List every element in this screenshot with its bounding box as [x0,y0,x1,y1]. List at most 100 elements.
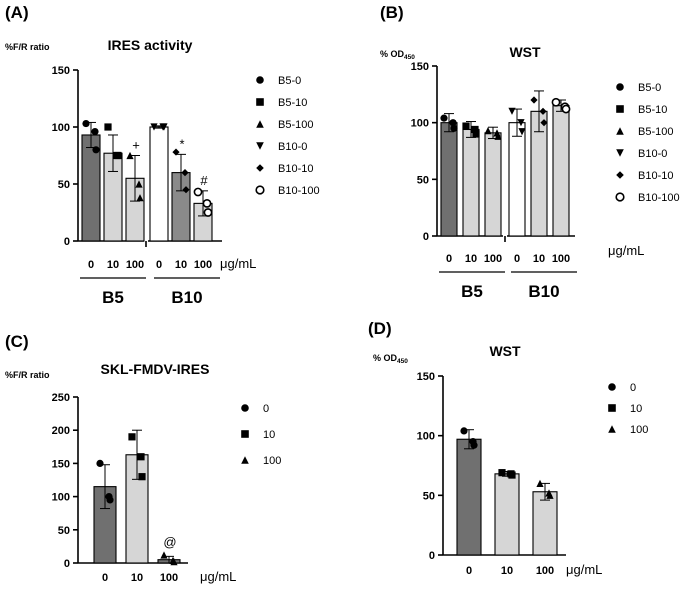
x-axis-unit: μg/mL [566,562,602,577]
y-tick-label: 250 [52,392,70,404]
data-point [150,123,158,131]
data-point [518,128,526,136]
data-point [551,97,561,107]
data-point [170,558,178,566]
legend-label: B5-10 [638,104,667,116]
group-label: B10 [171,288,202,307]
group-label: B5 [461,282,483,301]
bar [494,473,520,556]
x-tick-label: 100 [536,565,554,577]
legend-label: 10 [630,403,642,415]
data-point [450,124,458,132]
data-point [106,496,114,504]
y-tick-label: 0 [64,558,70,570]
x-tick-label: 10 [501,565,513,577]
data-point [104,123,112,131]
x-tick-label: 10 [175,259,187,271]
y-axis-label: %F/R ratio [5,42,50,52]
legend-marker [616,83,624,91]
significance-mark: # [200,173,208,188]
data-point [498,469,506,477]
legend-marker [256,142,264,150]
significance-mark: * [179,136,184,151]
x-tick-label: 0 [102,572,108,584]
bar [149,126,169,242]
bar [532,491,558,556]
y-tick-label: 150 [52,65,70,77]
legend-label: B5-10 [278,97,307,109]
data-point [546,491,554,499]
y-tick-label: 50 [58,525,70,537]
data-point [182,186,190,194]
x-tick-label: 100 [552,253,570,265]
x-tick-label: 0 [466,565,472,577]
significance-mark: + [132,138,140,153]
y-tick-label: 0 [429,550,435,562]
data-point [530,96,538,104]
data-point [92,146,100,154]
y-tick-label: 50 [423,490,435,502]
legend-label: 100 [263,455,281,467]
legend-label: B5-100 [638,126,673,138]
bar [440,122,458,237]
data-point [540,119,548,127]
x-axis-unit: μg/mL [220,256,256,271]
legend-marker [256,164,264,172]
bar [508,122,526,237]
data-point [460,427,468,435]
data-point [203,208,213,217]
data-point [561,104,571,114]
legend-marker [616,149,624,157]
legend-label: B10-0 [278,141,307,153]
data-point [484,127,492,135]
bar [456,438,482,556]
chart-title: SKL-FMDV-IRES [101,361,210,377]
y-tick-label: 150 [411,61,429,73]
legend-marker [616,105,624,113]
x-tick-label: 10 [465,253,477,265]
panel-label: (D) [368,319,392,338]
y-tick-label: 0 [423,231,429,243]
y-axis-label: %F/R ratio [5,370,50,380]
group-label: B10 [528,282,559,301]
bar [552,105,570,237]
y-tick-label: 50 [58,179,70,191]
x-tick-label: 10 [131,572,143,584]
x-axis-unit: μg/mL [608,243,644,258]
bar [462,128,480,237]
legend-label: 10 [263,429,275,441]
x-axis-unit: μg/mL [200,569,236,584]
data-point [114,151,122,160]
data-point [160,123,168,131]
legend-label: B10-100 [638,192,680,204]
data-point [193,187,203,197]
chart-title: WST [489,343,521,359]
legend-marker [255,185,265,195]
legend-label: B5-0 [278,75,301,87]
x-tick-label: 0 [156,259,162,271]
data-point [508,107,516,115]
y-axis-label-subscript: 450 [404,54,415,61]
significance-mark: @ [163,534,176,549]
legend-marker [256,98,264,106]
legend-marker [241,430,249,438]
data-point [494,132,502,140]
x-tick-label: 10 [533,253,545,265]
y-tick-label: 150 [52,458,70,470]
y-tick-label: 150 [417,371,435,383]
chart-title: IRES activity [108,37,193,53]
y-tick-label: 100 [411,118,429,130]
y-tick-label: 0 [64,236,70,248]
data-point [470,441,478,449]
data-point [135,180,143,188]
y-tick-label: 50 [417,174,429,186]
legend-marker [608,404,616,412]
legend-marker [615,192,625,202]
legend-label: B5-100 [278,119,313,131]
legend-marker [256,120,264,128]
x-tick-label: 100 [484,253,502,265]
data-point [449,119,457,127]
legend-marker [256,76,264,84]
